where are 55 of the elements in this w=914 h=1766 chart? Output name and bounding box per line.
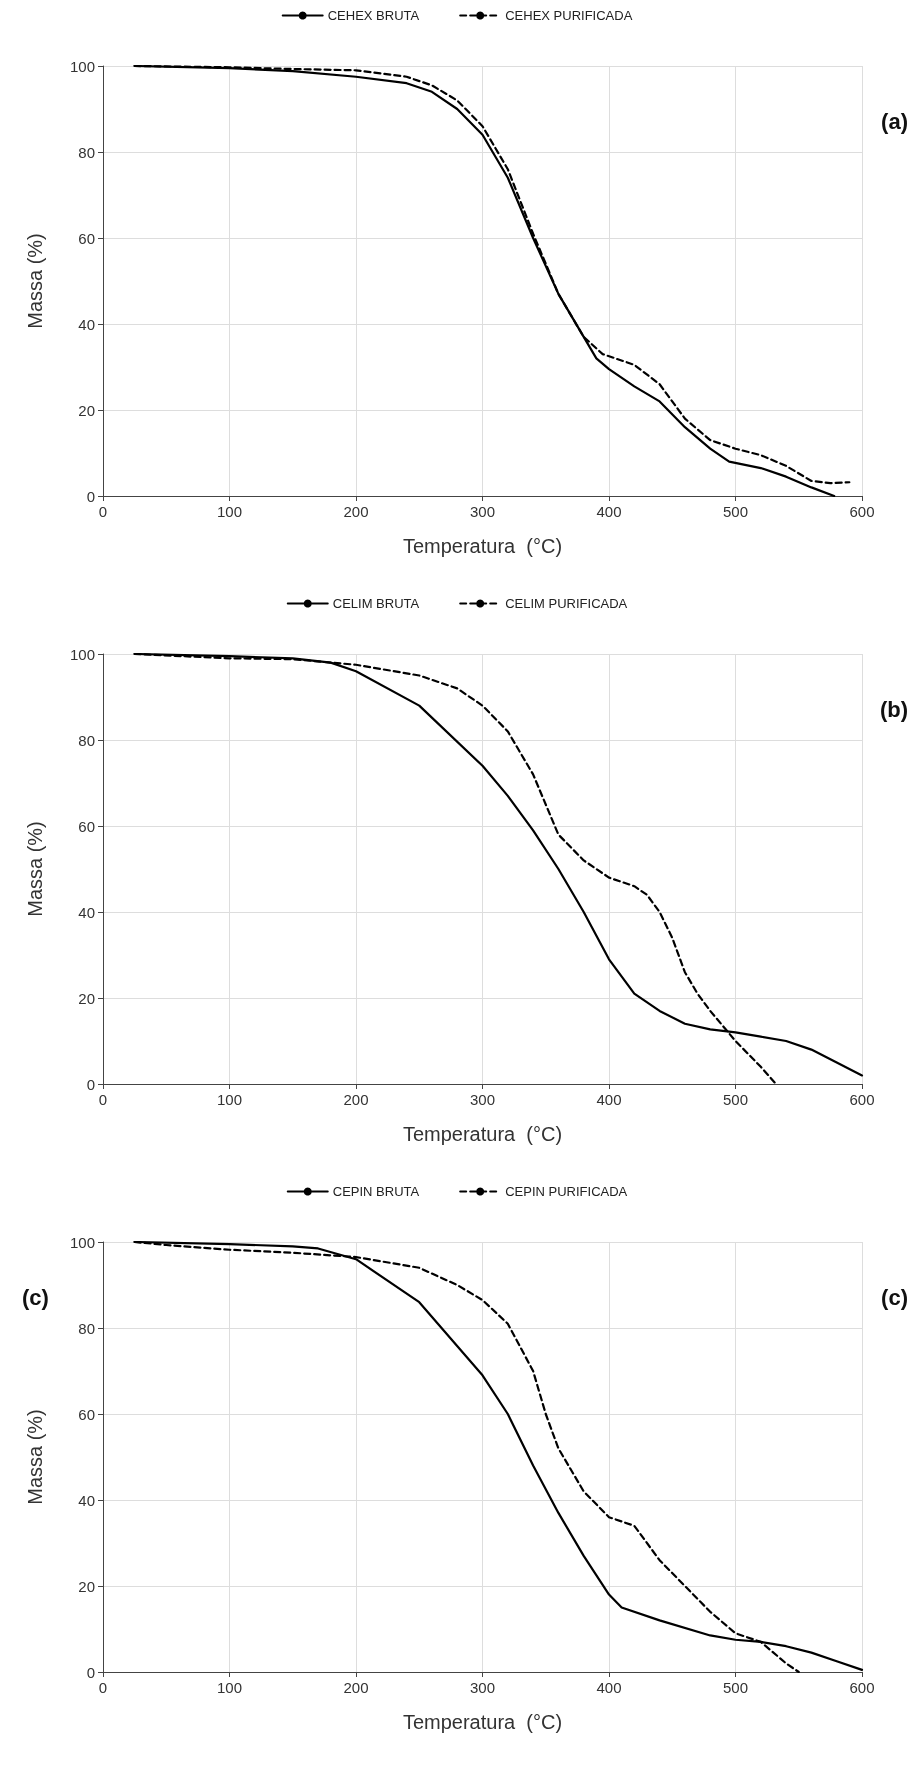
x-tick-label: 400 <box>596 503 622 520</box>
x-axis-title: Temperatura (°C) <box>402 1123 563 1145</box>
y-tick-label: 0 <box>86 1663 95 1681</box>
x-tick-label: 100 <box>216 1679 243 1696</box>
legend-label: CEHEX PURIFICADA <box>505 8 633 23</box>
y-tick-label: 20 <box>78 1577 95 1595</box>
x-tick-label: 100 <box>216 1091 243 1108</box>
y-tick-label: 80 <box>78 143 95 161</box>
legend-label: CEHEX BRUTA <box>327 8 420 23</box>
x-tick-label: 200 <box>343 1091 369 1108</box>
x-tick-label: 200 <box>343 503 369 520</box>
legend-label: CELIM BRUTA <box>332 596 420 611</box>
y-tick-label: 20 <box>78 989 95 1007</box>
x-tick-label: 200 <box>343 1679 369 1696</box>
x-tick-label: 400 <box>596 1091 622 1108</box>
y-tick-label: 40 <box>78 1491 95 1509</box>
y-tick-label: 60 <box>78 817 95 835</box>
x-tick-label: 600 <box>849 1091 875 1108</box>
x-tick-label: 0 <box>98 503 108 520</box>
x-tick-label: 500 <box>722 1679 749 1696</box>
text: (c) <box>881 1284 908 1310</box>
y-tick-label: 80 <box>78 1319 95 1337</box>
x-tick-label: 600 <box>849 1679 875 1696</box>
text: (b) <box>879 696 908 722</box>
x-tick-label: 300 <box>469 1091 496 1108</box>
y-tick-label: 100 <box>69 57 95 75</box>
y-tick-label: 20 <box>78 401 95 419</box>
x-tick-label: 500 <box>722 503 749 520</box>
y-tick-label: 60 <box>78 229 95 247</box>
y-tick-label: 100 <box>69 1233 95 1251</box>
x-tick-label: 400 <box>596 1679 622 1696</box>
text: (c) <box>22 1284 49 1310</box>
legend-label: CEPIN BRUTA <box>332 1184 420 1199</box>
x-tick-label: 0 <box>98 1679 108 1696</box>
x-tick-label: 100 <box>216 503 243 520</box>
text: (a) <box>881 108 908 134</box>
x-axis-title: Temperatura (°C) <box>402 535 563 557</box>
y-axis-title: Massa (%) <box>24 1409 46 1505</box>
y-tick-label: 0 <box>86 1075 95 1093</box>
y-tick-label: 40 <box>78 903 95 921</box>
x-tick-label: 600 <box>849 503 875 520</box>
y-tick-label: 0 <box>86 487 95 505</box>
x-tick-label: 300 <box>469 503 496 520</box>
legend-label: CEPIN PURIFICADA <box>505 1184 628 1199</box>
y-tick-label: 60 <box>78 1405 95 1423</box>
x-tick-label: 500 <box>722 1091 749 1108</box>
legend-label: CELIM PURIFICADA <box>505 596 628 611</box>
y-axis-title: Massa (%) <box>24 233 46 329</box>
x-tick-label: 0 <box>98 1091 108 1108</box>
y-tick-label: 80 <box>78 731 95 749</box>
x-axis-title: Temperatura (°C) <box>402 1711 563 1733</box>
y-tick-label: 100 <box>69 645 95 663</box>
y-axis-title: Massa (%) <box>24 821 46 917</box>
y-tick-label: 40 <box>78 315 95 333</box>
x-tick-label: 300 <box>469 1679 496 1696</box>
